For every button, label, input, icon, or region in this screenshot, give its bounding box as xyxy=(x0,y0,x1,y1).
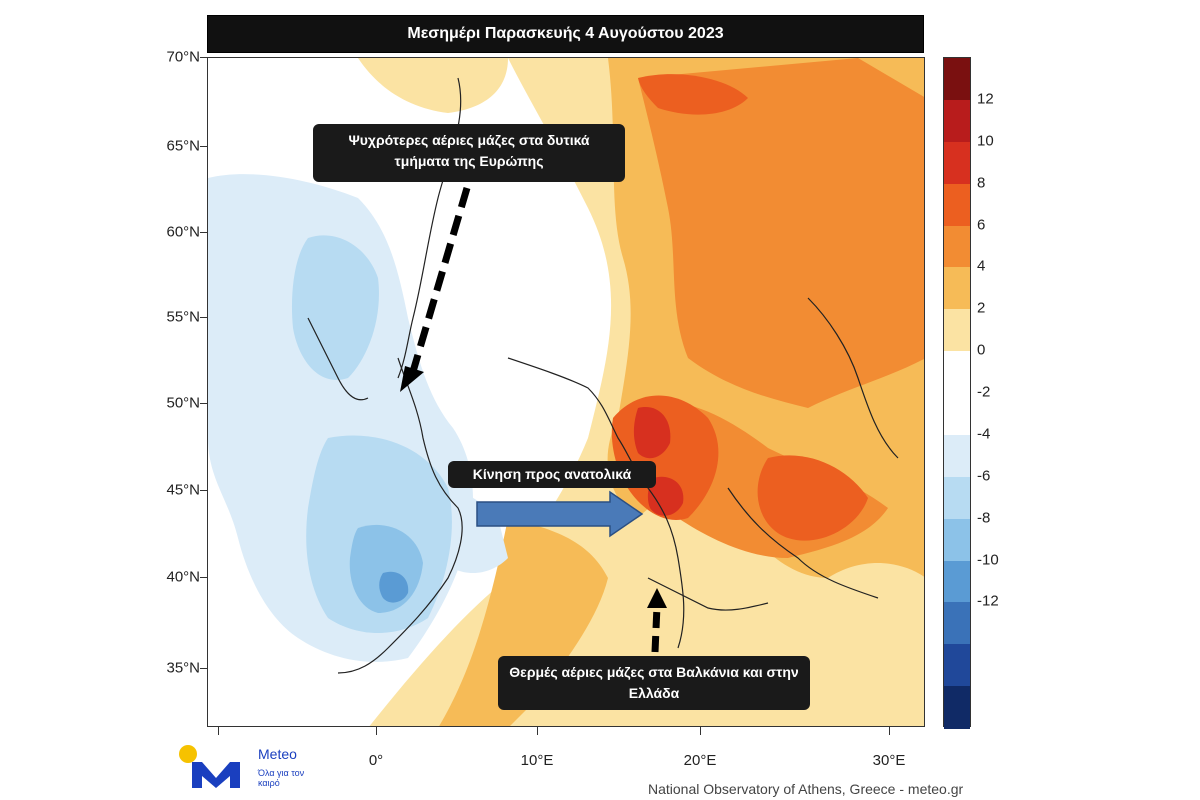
west-cold-callout: Ψυχρότερες αέριες μάζες στα δυτικά τμήμα… xyxy=(313,124,625,182)
lat-label-55: 55°N xyxy=(166,308,200,326)
lat-label-50: 50°N xyxy=(166,394,200,412)
colorbar-segment xyxy=(944,99,970,143)
lat-tick xyxy=(200,232,207,233)
colorbar-segment xyxy=(944,518,970,561)
lat-tick xyxy=(200,317,207,318)
colorbar-segment xyxy=(944,141,970,185)
colorbar-tick-label: -6 xyxy=(977,467,991,485)
lon-tick xyxy=(889,727,890,735)
map-title: Μεσημέρι Παρασκευής 4 Αυγούστου 2023 xyxy=(207,15,924,53)
colorbar-tick-label: 2 xyxy=(977,299,986,317)
lat-label-45: 45°N xyxy=(166,481,200,499)
logo-tagline: Όλα για τον καιρό xyxy=(258,768,305,788)
colorbar-tick-label: 10 xyxy=(977,132,994,150)
credit-line: National Observatory of Athens, Greece -… xyxy=(648,781,964,797)
colorbar-tick-label: -12 xyxy=(977,592,999,610)
eastward-movement-callout: Κίνηση προς ανατολικά xyxy=(448,461,656,488)
lat-label-35: 35°N xyxy=(166,659,200,677)
colorbar-segment xyxy=(944,183,970,226)
colorbar-tick-label: 0 xyxy=(977,341,986,359)
lat-tick xyxy=(200,577,207,578)
colorbar-tick-label: -10 xyxy=(977,551,999,568)
colorbar-tick-label: -2 xyxy=(977,383,991,401)
colorbar-segment xyxy=(944,393,970,436)
colorbar-tick-label: 8 xyxy=(977,174,986,192)
anomaly-colorbar xyxy=(943,57,971,729)
colorbar-segment xyxy=(944,351,970,394)
logo-brand: Meteo xyxy=(258,746,297,762)
lon-label-0: 0° xyxy=(368,752,384,769)
lon-tick xyxy=(700,727,701,735)
lat-label-70: 70°N xyxy=(166,48,200,66)
lat-label-65: 65°N xyxy=(166,137,200,155)
lat-label-40: 40°N xyxy=(166,568,200,586)
balkan-warm-callout: Θερμές αέριες μάζες στα Βαλκάνια και στη… xyxy=(498,656,810,710)
lon-label-30e: 30°E xyxy=(872,752,906,769)
colorbar-tick-label: 6 xyxy=(977,216,986,233)
colorbar-segment xyxy=(944,560,970,603)
colorbar-segment xyxy=(944,309,970,352)
meteo-logo: Meteo Όλα για τον καιρό xyxy=(178,740,318,792)
lat-tick xyxy=(200,146,207,147)
colorbar-tick-label: 4 xyxy=(977,257,986,275)
colorbar-segment xyxy=(944,434,970,478)
lon-label-10e: 10°E xyxy=(520,752,554,769)
colorbar-segment xyxy=(944,267,970,310)
lat-tick xyxy=(200,490,207,491)
lon-tick xyxy=(376,727,377,735)
lat-label-60: 60°N xyxy=(166,223,200,241)
colorbar-segment xyxy=(944,602,970,645)
lon-tick xyxy=(218,727,219,735)
lat-tick xyxy=(200,403,207,404)
colorbar-segment xyxy=(944,58,970,101)
colorbar-segment xyxy=(944,686,970,729)
lon-label-20e: 20°E xyxy=(683,752,717,769)
colorbar-segment xyxy=(944,225,970,268)
colorbar-tick-label: -4 xyxy=(977,425,991,443)
lat-tick xyxy=(200,57,207,58)
lon-tick xyxy=(537,727,538,735)
colorbar-tick-label: 12 xyxy=(977,90,994,108)
meteo-logo-mark xyxy=(179,745,240,788)
colorbar-segment xyxy=(944,644,970,687)
colorbar-segment xyxy=(944,476,970,520)
colorbar-tick-label: -8 xyxy=(977,509,991,527)
lat-tick xyxy=(200,668,207,669)
